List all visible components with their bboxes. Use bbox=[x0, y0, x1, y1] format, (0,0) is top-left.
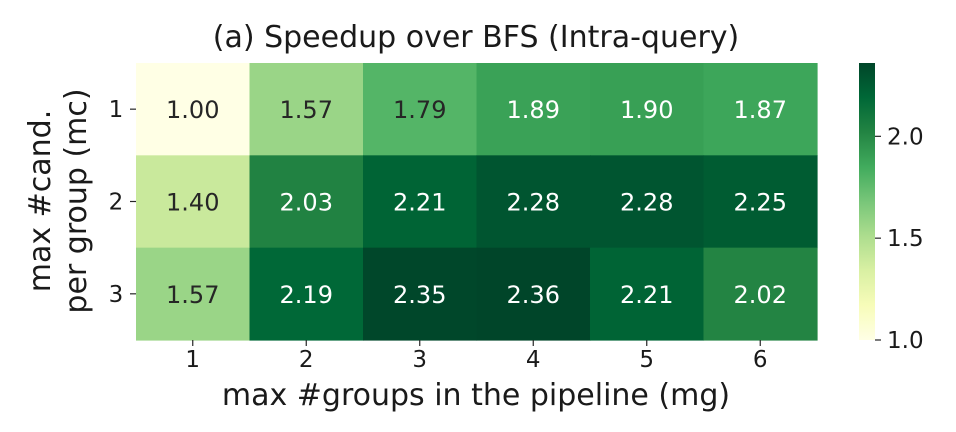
heatmap-cell bbox=[703, 247, 818, 341]
x-tick-label: 4 bbox=[526, 347, 541, 373]
cell-value-label: 1.90 bbox=[620, 96, 673, 124]
heatmap-cell bbox=[249, 63, 364, 156]
y-axis-label-line-1: max #cand. bbox=[23, 110, 58, 293]
x-tick-label: 2 bbox=[299, 347, 314, 373]
y-axis-ticks: 1 2 3 bbox=[109, 97, 136, 308]
y-axis-label-line-2: per group (mc) bbox=[59, 88, 94, 313]
cell-value-label: 1.89 bbox=[507, 96, 560, 124]
chart-title: (a) Speedup over BFS (Intra-query) bbox=[213, 20, 739, 55]
cell-value-label: 2.28 bbox=[507, 188, 560, 216]
heatmap-cell bbox=[590, 155, 705, 249]
cell-value-label: 2.25 bbox=[734, 188, 787, 216]
y-tick-label: 2 bbox=[109, 189, 124, 215]
y-axis-label: max #cand. per group (mc) bbox=[23, 88, 94, 313]
heatmap-cell-labels: 1.00 1.57 1.79 1.89 1.90 1.87 1.40 2.03 2.21 2.28… bbox=[166, 96, 787, 309]
x-axis-ticks: 1 2 3 4 5 6 bbox=[185, 339, 768, 373]
colorbar bbox=[859, 63, 875, 340]
heatmap-cell bbox=[476, 155, 591, 249]
heatmap-cell bbox=[249, 155, 364, 249]
cell-value-label: 1.57 bbox=[166, 281, 219, 309]
colorbar-tick-label: 1.0 bbox=[887, 328, 924, 354]
colorbar-tick-label: 2.0 bbox=[887, 124, 924, 150]
heatmap-cell bbox=[136, 63, 251, 156]
cell-value-label: 1.00 bbox=[166, 96, 219, 124]
cell-value-label: 2.02 bbox=[734, 281, 787, 309]
heatmap-cells bbox=[136, 63, 818, 341]
y-tick-label: 3 bbox=[109, 282, 124, 308]
x-tick-label: 3 bbox=[412, 347, 427, 373]
heatmap-cell bbox=[590, 63, 705, 156]
cell-value-label: 2.21 bbox=[620, 281, 673, 309]
heatmap-cell bbox=[136, 155, 251, 249]
x-tick-label: 1 bbox=[185, 347, 200, 373]
cell-value-label: 1.40 bbox=[166, 188, 219, 216]
heatmap-cell bbox=[363, 63, 478, 156]
heatmap-cell bbox=[476, 247, 591, 341]
cell-value-label: 2.21 bbox=[393, 188, 446, 216]
cell-value-label: 2.19 bbox=[280, 281, 333, 309]
cell-value-label: 2.03 bbox=[280, 188, 333, 216]
heatmap-cell bbox=[703, 155, 818, 249]
x-axis-label: max #groups in the pipeline (mg) bbox=[222, 378, 730, 413]
heatmap-cell bbox=[590, 247, 705, 341]
x-tick-label: 6 bbox=[753, 347, 768, 373]
heatmap-cell bbox=[363, 155, 478, 249]
cell-value-label: 1.57 bbox=[280, 96, 333, 124]
y-tick-label: 1 bbox=[109, 97, 124, 123]
heatmap-cell bbox=[476, 63, 591, 156]
heatmap-cell bbox=[363, 247, 478, 341]
x-tick-label: 5 bbox=[639, 347, 654, 373]
heatmap-cell bbox=[249, 247, 364, 341]
cell-value-label: 2.36 bbox=[507, 281, 560, 309]
heatmap-cell bbox=[703, 63, 818, 156]
colorbar-ticks: 1.0 1.5 2.0 bbox=[875, 124, 924, 354]
colorbar-tick-label: 1.5 bbox=[887, 226, 924, 252]
cell-value-label: 1.87 bbox=[734, 96, 787, 124]
cell-value-label: 1.79 bbox=[393, 96, 446, 124]
cell-value-label: 2.28 bbox=[620, 188, 673, 216]
heatmap-cell bbox=[136, 247, 251, 341]
cell-value-label: 2.35 bbox=[393, 281, 446, 309]
